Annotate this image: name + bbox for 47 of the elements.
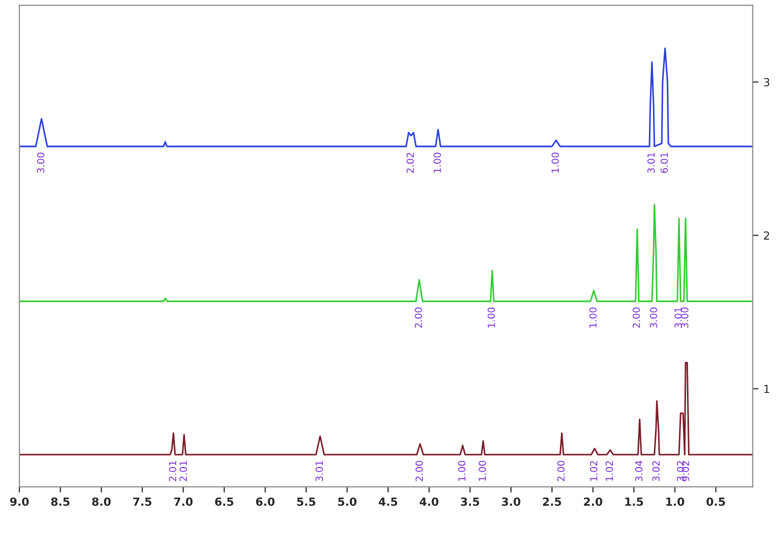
x-tick-label: 6.5 bbox=[215, 497, 234, 506]
annotation: 6.01 bbox=[660, 152, 668, 173]
annotation: 1.00 bbox=[488, 308, 495, 328]
annotation: 3.04 bbox=[635, 460, 642, 482]
annotation: 3.01 bbox=[674, 308, 682, 328]
x-tick-label: 0.5 bbox=[706, 497, 725, 506]
annotation: 2.00 bbox=[416, 460, 423, 482]
x-tick-label: 8.5 bbox=[51, 497, 70, 506]
annotation: 2.01 bbox=[180, 461, 187, 482]
x-tick-label: 2.0 bbox=[584, 497, 602, 506]
annotation: 1.00 bbox=[458, 460, 466, 481]
annotation: 2.01 bbox=[168, 461, 176, 482]
annotation: 3.01 bbox=[316, 461, 323, 482]
line-series bbox=[19, 204, 753, 302]
x-tick-label: 6.0 bbox=[256, 497, 275, 506]
line-series bbox=[19, 48, 753, 148]
x-tick-label: 7.0 bbox=[174, 497, 193, 506]
annotation: 3.00 bbox=[650, 308, 658, 328]
y-tick-label: 1 bbox=[764, 384, 770, 393]
annotation: 1.00 bbox=[478, 460, 486, 481]
x-tick-label: 9.0 bbox=[10, 497, 29, 506]
x-tick-label: 1.0 bbox=[666, 497, 684, 506]
annotation: 2.00 bbox=[414, 308, 422, 328]
x-tick-label: 4.5 bbox=[378, 498, 398, 506]
x-tick-label: 3.5 bbox=[460, 497, 480, 506]
x-tick-label: 5.0 bbox=[338, 497, 356, 506]
annotation: 2.00 bbox=[557, 460, 565, 482]
annotation: 1.00 bbox=[589, 308, 597, 328]
annotation: 1.00 bbox=[552, 152, 559, 173]
x-tick-label: 3.0 bbox=[502, 497, 520, 506]
y-tick-label: 2 bbox=[764, 231, 770, 240]
line-series bbox=[19, 362, 753, 456]
annotation: 3.01 bbox=[647, 152, 655, 173]
annotation: 3.00 bbox=[36, 152, 44, 173]
y-tick-label: 3 bbox=[764, 78, 770, 86]
x-tick-label: 2.5 bbox=[543, 497, 562, 506]
annotation: 2.02 bbox=[406, 152, 414, 173]
annotation: 1.02 bbox=[590, 461, 598, 481]
x-tick-label: 4.0 bbox=[420, 497, 438, 506]
x-tick-label: 5.5 bbox=[297, 498, 316, 506]
x-tick-label: 7.5 bbox=[133, 498, 152, 506]
annotation: 2.00 bbox=[632, 308, 640, 328]
annotation: 3.02 bbox=[652, 461, 660, 482]
annotation: 1.00 bbox=[434, 152, 441, 173]
annotation: 1.02 bbox=[606, 461, 613, 481]
x-tick-label: 1.5 bbox=[625, 498, 643, 506]
x-tick-label: 8.0 bbox=[92, 497, 111, 506]
